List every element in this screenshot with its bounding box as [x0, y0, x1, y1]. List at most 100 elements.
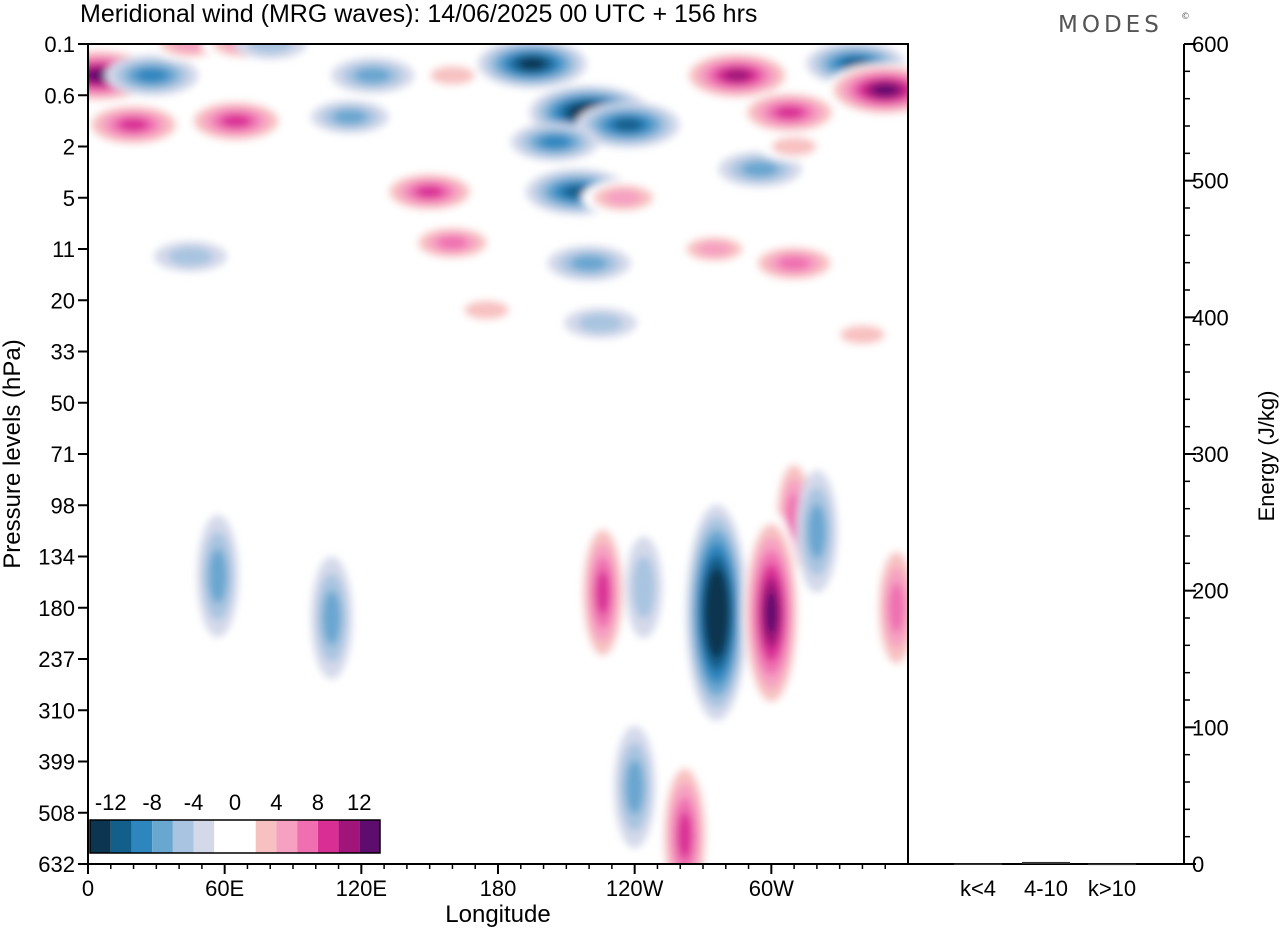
pressure-tick-label: 0.6 — [44, 83, 75, 108]
pressure-tick-label: 50 — [51, 391, 75, 416]
heatmap-contour — [774, 105, 805, 120]
pressure-tick-label: 0.1 — [44, 32, 75, 57]
heatmap-contour — [840, 325, 885, 345]
heatmap-panel: 0.1 0.6 2 5 11 20 33 50 71 98 134 180 237 310 399 508 63… — [0, 32, 909, 928]
heatmap-contour — [677, 812, 692, 860]
heatmap-contour — [872, 84, 898, 96]
heatmap-cell — [825, 63, 908, 117]
heatmap-cell — [547, 245, 631, 282]
colorbar-swatch — [255, 820, 277, 853]
heatmap-cell — [741, 510, 801, 716]
energy-bars — [954, 861, 1136, 866]
pressure-tick-label: 98 — [51, 493, 75, 518]
colorbar-frame — [89, 819, 381, 854]
heatmap-contour — [710, 592, 723, 633]
heatmap-cell — [104, 55, 199, 96]
heatmap-contour — [771, 137, 817, 156]
heatmap-cell — [154, 241, 227, 272]
colorbar-label: -12 — [95, 790, 127, 815]
longitude-tick-label: 120E — [336, 876, 387, 901]
heatmap-cell — [311, 556, 353, 680]
heatmap-cell — [614, 725, 656, 849]
heatmap-cell — [747, 242, 841, 284]
energy-bar — [1088, 863, 1136, 866]
modes-logo-mark: © — [1181, 12, 1194, 22]
heatmap-contour — [135, 68, 169, 83]
longitude-axis: 0 60E 120E 180 120W 60W — [82, 864, 886, 901]
heatmap-cell — [826, 319, 899, 350]
colorbar-swatch — [359, 820, 380, 853]
colorbar-label: 4 — [270, 790, 282, 815]
heatmap-cell — [331, 57, 415, 94]
heatmap-cell — [197, 514, 239, 638]
colorbar-label: -8 — [142, 790, 162, 815]
heatmap-contour — [625, 759, 644, 815]
colorbar-label: 0 — [229, 790, 241, 815]
longitude-tick-label: 120W — [606, 876, 664, 901]
energy-bar — [954, 863, 1002, 865]
heatmap-contour — [430, 66, 475, 85]
colorbar-label: 8 — [312, 790, 324, 815]
heatmap-contour — [518, 57, 546, 70]
heatmap-contour — [118, 118, 149, 132]
heatmap-cell — [416, 60, 489, 91]
heatmap-contour — [723, 69, 752, 82]
pressure-tick-label: 632 — [38, 852, 75, 877]
longitude-tick-label: 180 — [480, 876, 517, 901]
energy-panel: 0 100 200 300 400 500 600 k<4 4-10 k>10 Energy (… — [907, 32, 1279, 901]
colorbar-swatch — [131, 820, 153, 853]
pressure-tick-label: 180 — [38, 596, 75, 621]
chart-title: Meridional wind (MRG waves): 14/06/2025 … — [80, 0, 757, 28]
heatmap-contour — [415, 185, 444, 199]
colorbar-swatch — [193, 820, 215, 853]
pressure-tick-label: 134 — [38, 545, 75, 570]
heatmap-cell — [233, 44, 307, 60]
heatmap-field — [88, 44, 908, 864]
energy-tick-label: 200 — [1192, 579, 1229, 604]
modes-logo-text: MODES — [1058, 12, 1163, 38]
heatmap-cell — [310, 100, 389, 134]
heatmap-contour — [168, 247, 213, 266]
heatmap-cell — [148, 44, 233, 62]
heatmap-cell — [578, 515, 627, 670]
colorbar-swatch — [317, 820, 339, 853]
heatmap-contour — [539, 135, 571, 149]
heatmap-cell — [184, 98, 289, 145]
longitude-tick-label: 60W — [749, 876, 794, 901]
colorbar-swatch — [152, 820, 173, 853]
energy-tick-label: 400 — [1192, 305, 1229, 330]
pressure-tick-label: 237 — [38, 647, 75, 672]
heatmap-contour — [570, 255, 608, 272]
pressure-tick-label: 5 — [63, 186, 75, 211]
pressure-tick-label: 310 — [38, 698, 75, 723]
heatmap-cell — [564, 307, 637, 339]
colorbar-label: 12 — [347, 790, 371, 815]
energy-tick-label: 100 — [1192, 715, 1229, 740]
heatmap-contour — [888, 582, 905, 633]
pressure-tick-label: 2 — [63, 135, 75, 160]
energy-axis: 0 100 200 300 400 500 600 — [1184, 32, 1229, 877]
wavenumber-label: k>10 — [1088, 876, 1136, 901]
modes-logo: MODES © — [1058, 12, 1194, 38]
longitude-tick-label: 0 — [82, 876, 94, 901]
heatmap-contour — [221, 114, 251, 128]
heatmap-contour — [807, 504, 827, 559]
colorbar-swatch — [297, 820, 318, 853]
colorbar-swatch — [235, 820, 256, 853]
heatmap-cell — [737, 89, 842, 136]
heatmap-contour — [632, 556, 656, 619]
heatmap-cell — [380, 170, 480, 214]
heatmap-cell — [873, 536, 908, 680]
heatmap-contour — [578, 313, 623, 333]
pressure-tick-label: 508 — [38, 801, 75, 826]
colorbar-swatch — [338, 820, 360, 853]
colorbar-swatch — [110, 820, 132, 853]
pressure-tick-label: 71 — [51, 442, 75, 467]
energy-tick-label: 600 — [1192, 32, 1229, 57]
energy-bar — [1022, 861, 1070, 864]
energy-tick-label: 300 — [1192, 442, 1229, 467]
pressure-tick-label: 11 — [52, 237, 75, 262]
colorbar-label: -4 — [184, 790, 204, 815]
heatmap-cell — [625, 536, 663, 639]
